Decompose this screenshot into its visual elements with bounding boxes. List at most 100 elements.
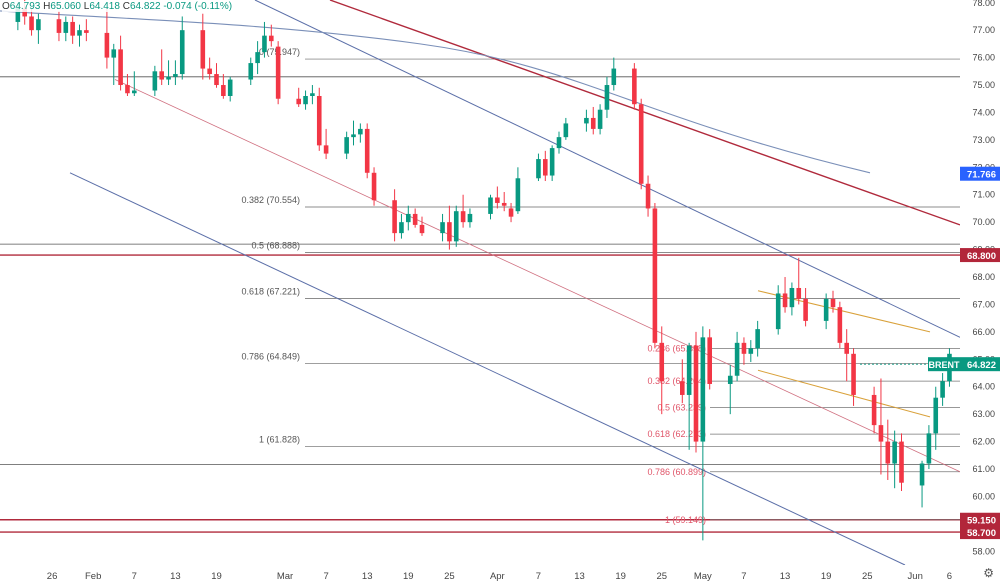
price-label-box bbox=[960, 525, 1000, 540]
candle-body bbox=[549, 148, 555, 176]
price-tick-label: 66.00 bbox=[972, 327, 995, 337]
candle-body bbox=[830, 298, 836, 308]
time-axis bbox=[0, 565, 1000, 585]
price-tick-label: 76.00 bbox=[972, 53, 995, 63]
time-tick-label: 19 bbox=[821, 571, 832, 582]
time-tick-label: 25 bbox=[862, 571, 873, 582]
time-tick-label: 19 bbox=[615, 571, 626, 582]
time-tick-label: Jun bbox=[908, 571, 923, 582]
candle-body bbox=[269, 35, 274, 42]
candle-body bbox=[851, 353, 856, 395]
candle-body bbox=[727, 375, 733, 384]
time-tick-label: 25 bbox=[444, 571, 455, 582]
candle-body bbox=[755, 329, 760, 349]
candle-body bbox=[118, 49, 123, 86]
candle-body bbox=[22, 8, 27, 17]
candle-body bbox=[700, 337, 706, 442]
time-tick-label: 13 bbox=[170, 571, 181, 582]
price-axis bbox=[960, 0, 1000, 585]
candle-body bbox=[406, 213, 411, 223]
channel-upper-line bbox=[254, 0, 961, 338]
candle-body bbox=[940, 381, 945, 398]
price-label-text: 64.822 bbox=[967, 360, 996, 371]
candle-body bbox=[597, 109, 603, 129]
gear-icon[interactable]: ⚙ bbox=[983, 566, 994, 580]
candle-body bbox=[358, 128, 363, 135]
candle-body bbox=[419, 224, 425, 234]
candle-body bbox=[132, 90, 137, 94]
high-value: 65.060 bbox=[50, 1, 81, 12]
candle-body bbox=[159, 71, 164, 80]
open-value: 64.793 bbox=[9, 1, 41, 12]
resistance-trend-line bbox=[329, 0, 961, 226]
price-tick-label: 70.00 bbox=[972, 217, 995, 227]
candle-body bbox=[447, 222, 452, 242]
price-label-text: 58.700 bbox=[967, 528, 996, 539]
time-tick-label: 13 bbox=[780, 571, 791, 582]
candle-body bbox=[659, 342, 665, 382]
candle-body bbox=[56, 19, 62, 33]
candle-body bbox=[453, 211, 459, 242]
fib-level-label: 0.5 (63.239) bbox=[657, 403, 706, 413]
price-label-box bbox=[960, 357, 1000, 372]
candle-body bbox=[344, 137, 349, 154]
candle-body bbox=[255, 52, 260, 64]
time-tick-label: 7 bbox=[741, 571, 746, 582]
time-tick-label: 19 bbox=[211, 571, 222, 582]
candle-body bbox=[214, 74, 219, 86]
time-tick-label: 25 bbox=[656, 571, 667, 582]
candle-body bbox=[823, 298, 829, 321]
fib-level-label: 0.618 (62.273) bbox=[647, 429, 706, 439]
price-tick-label: 71.00 bbox=[972, 190, 995, 200]
candle-body bbox=[899, 441, 904, 483]
price-tick-label: 60.00 bbox=[972, 491, 995, 501]
ohlc-legend: O64.793 H65.060 L64.418 C64.822 -0.074 (… bbox=[2, 1, 233, 12]
candle-body bbox=[933, 397, 939, 434]
candle-body bbox=[501, 202, 507, 206]
time-tick-label: 7 bbox=[536, 571, 541, 582]
candle-body bbox=[680, 381, 685, 395]
time-tick-label: 19 bbox=[403, 571, 414, 582]
close-label: C bbox=[122, 1, 130, 12]
candle-body bbox=[207, 68, 212, 75]
candle-body bbox=[803, 298, 808, 321]
time-tick-label: 13 bbox=[574, 571, 585, 582]
candle-body bbox=[837, 307, 843, 343]
candle-body bbox=[871, 394, 877, 426]
time-tick-label: 7 bbox=[323, 571, 328, 582]
candle-body bbox=[221, 85, 226, 96]
candle-body bbox=[563, 123, 569, 138]
price-label-text: 59.150 bbox=[967, 516, 996, 527]
price-label-text: 68.800 bbox=[967, 251, 996, 262]
high-label: H bbox=[43, 1, 51, 12]
candle-body bbox=[227, 79, 233, 96]
candle-body bbox=[166, 76, 171, 80]
candle-body bbox=[652, 208, 658, 343]
candle-body bbox=[632, 68, 637, 105]
candle-body bbox=[775, 293, 781, 330]
candle-body bbox=[693, 345, 699, 442]
candle-body bbox=[495, 197, 500, 203]
candle-body bbox=[15, 8, 21, 22]
candle-body bbox=[892, 441, 897, 464]
candle-body bbox=[179, 30, 185, 75]
candle-body bbox=[323, 145, 329, 154]
candle-body bbox=[412, 213, 418, 225]
candle-body bbox=[686, 345, 692, 395]
candle-body bbox=[125, 85, 130, 94]
candle-body bbox=[508, 208, 514, 217]
candle-body bbox=[789, 287, 795, 308]
price-tick-label: 68.00 bbox=[972, 272, 995, 282]
candle-body bbox=[104, 32, 110, 58]
candle-body bbox=[782, 293, 788, 308]
fib-level-label: 0.618 (67.221) bbox=[241, 286, 300, 296]
candle-body bbox=[248, 63, 254, 80]
fib-level-label: 0.786 (60.899) bbox=[647, 467, 706, 477]
fib-level-label: 0.786 (64.849) bbox=[241, 351, 300, 361]
candle-body bbox=[77, 30, 82, 36]
candle-body bbox=[919, 463, 925, 486]
close-value: 64.822 bbox=[129, 1, 161, 12]
fib-level-label: 0.236 (65.398) bbox=[647, 343, 706, 353]
candle-body bbox=[707, 337, 712, 384]
